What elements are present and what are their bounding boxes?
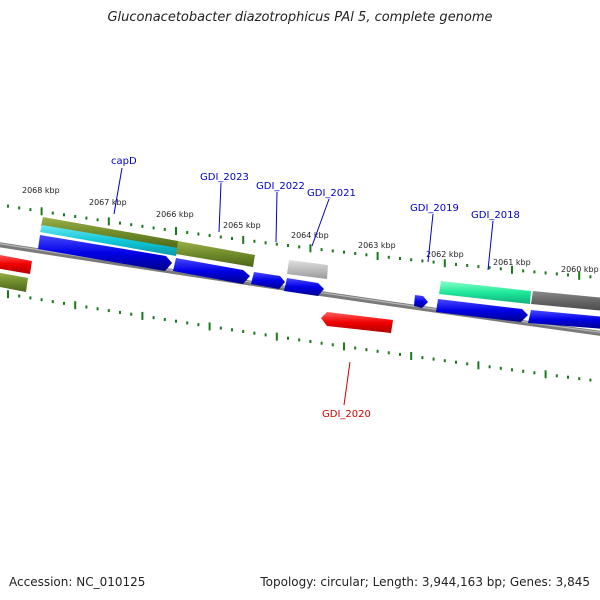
tick-label: 2064 kbp [291,231,329,240]
tick-label: 2063 kbp [358,241,396,250]
gene-red-left [0,254,32,274]
label-connectors [113,167,494,406]
gene-label-gdi-2019: GDI_2019 [410,203,459,214]
lower-tick-track [7,290,592,382]
gene-label-gdi-2018: GDI_2018 [471,210,520,221]
tick-label: 2066 kbp [156,210,194,219]
tick-labels: 2068 kbp 2067 kbp 2066 kbp 2065 kbp 2064… [22,186,599,274]
tick-label: 2067 kbp [89,198,127,207]
gene-gdi-2019 [414,295,428,308]
gene-blue-2 [173,258,250,284]
gene-label-gdi-2021: GDI_2021 [307,188,356,199]
gene-labels: capD GDI_2023 GDI_2022 GDI_2021 GDI_2019… [111,156,520,420]
gene-gray [287,260,328,279]
gene-olive-left-edge [0,272,28,292]
gene-gdi-2022 [251,272,285,289]
genome-summary-text: Topology: circular; Length: 3,944,163 bp… [260,575,590,589]
gene-dark-gray [531,291,600,311]
gene-blue-6 [436,299,528,322]
gene-gdi-2018 [439,281,531,304]
tick-label: 2068 kbp [22,186,60,195]
map-title: Gluconacetobacter diazotrophicus PAl 5, … [107,10,493,25]
gene-gdi-2021 [284,278,324,296]
gene-gdi-2020 [321,312,393,333]
gene-label-gdi-2023: GDI_2023 [200,172,249,183]
upper-tick-track [7,204,592,280]
accession-text: Accession: NC_010125 [9,575,146,589]
tick-label: 2060 kbp [561,265,599,274]
tick-label: 2065 kbp [223,221,261,230]
tick-label: 2061 kbp [493,258,531,267]
gene-olive-left [41,217,178,249]
gene-label-gdi-2020: GDI_2020 [322,409,371,420]
gene-capd [40,225,178,256]
tick-label: 2062 kbp [426,250,464,259]
gene-label-gdi-2022: GDI_2022 [256,181,305,192]
gene-blue-7 [528,310,600,329]
gene-gdi-2023 [176,241,255,267]
gene-label-capd: capD [111,156,137,167]
gene-blue-1 [38,235,172,271]
